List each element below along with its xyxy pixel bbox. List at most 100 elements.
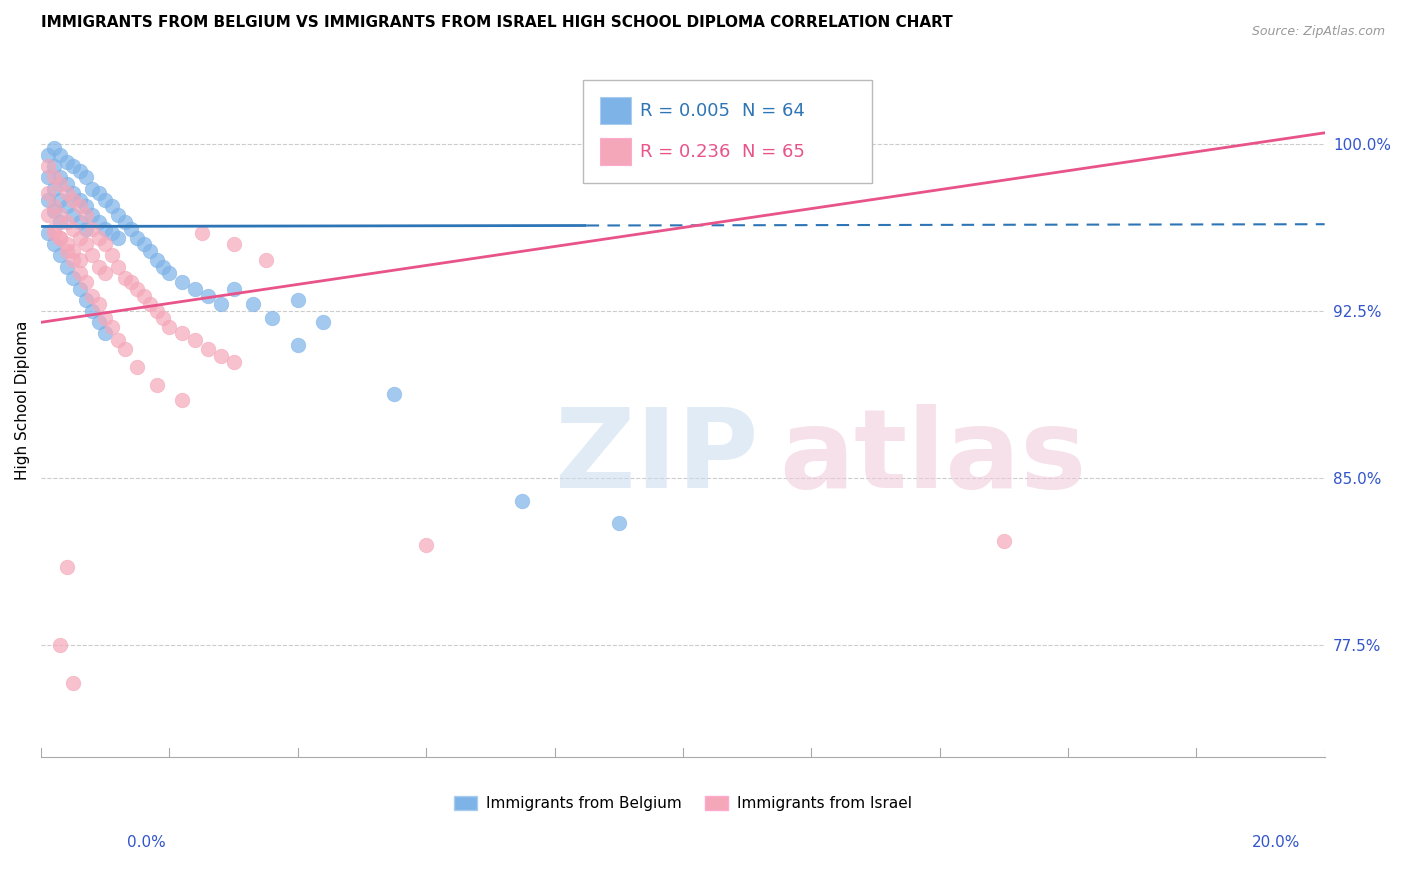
Point	[127, 359, 149, 374]
Point	[49, 639, 72, 653]
Point	[55, 215, 77, 229]
Point	[49, 230, 72, 244]
Text: atlas: atlas	[779, 404, 1087, 511]
Point	[197, 342, 219, 356]
Point	[42, 141, 65, 155]
Text: R = 0.236: R = 0.236	[640, 143, 730, 161]
Point	[49, 248, 72, 262]
Point	[55, 237, 77, 252]
Point	[107, 333, 129, 347]
Point	[159, 266, 181, 280]
Point	[37, 159, 59, 173]
Point	[75, 199, 97, 213]
Point	[209, 297, 232, 311]
Point	[49, 208, 72, 222]
Point	[94, 266, 117, 280]
Point	[37, 226, 59, 240]
Point	[82, 221, 104, 235]
Legend: Immigrants from Belgium, Immigrants from Israel: Immigrants from Belgium, Immigrants from…	[449, 789, 918, 817]
Point	[127, 282, 149, 296]
Point	[382, 386, 405, 401]
Point	[55, 177, 77, 191]
Point	[120, 221, 142, 235]
Point	[120, 275, 142, 289]
Point	[37, 148, 59, 162]
Point	[127, 230, 149, 244]
Point	[82, 181, 104, 195]
Point	[145, 377, 167, 392]
Point	[55, 199, 77, 213]
Point	[100, 248, 122, 262]
Point	[42, 181, 65, 195]
Point	[42, 203, 65, 218]
Point	[145, 252, 167, 267]
Point	[145, 304, 167, 318]
Point	[87, 297, 110, 311]
Point	[287, 337, 309, 351]
Point	[94, 326, 117, 341]
Point	[114, 342, 136, 356]
Point	[197, 288, 219, 302]
Point	[107, 230, 129, 244]
Point	[49, 215, 72, 229]
Point	[222, 282, 245, 296]
Point	[172, 393, 194, 408]
Point	[100, 319, 122, 334]
Point	[242, 297, 264, 311]
Text: ZIP: ZIP	[554, 404, 758, 511]
Point	[49, 230, 72, 244]
Point	[62, 676, 84, 690]
Point	[42, 170, 65, 185]
Point	[75, 170, 97, 185]
Point	[37, 186, 59, 200]
Point	[75, 275, 97, 289]
Point	[82, 208, 104, 222]
Point	[69, 230, 91, 244]
Point	[87, 230, 110, 244]
Point	[62, 208, 84, 222]
Point	[184, 333, 207, 347]
Point	[107, 260, 129, 274]
Point	[132, 237, 155, 252]
Point	[75, 237, 97, 252]
Point	[87, 315, 110, 329]
Point	[62, 193, 84, 207]
Point	[42, 199, 65, 213]
Point	[49, 170, 72, 185]
Point	[152, 260, 174, 274]
Point	[62, 221, 84, 235]
Point	[37, 193, 59, 207]
Text: N = 65: N = 65	[742, 143, 806, 161]
Point	[69, 193, 91, 207]
Point	[62, 186, 84, 200]
Point	[172, 275, 194, 289]
Point	[82, 288, 104, 302]
Point	[607, 516, 630, 530]
Point	[94, 310, 117, 325]
Point	[82, 248, 104, 262]
Point	[42, 221, 65, 235]
Point	[262, 310, 284, 325]
Point	[87, 215, 110, 229]
Point	[55, 560, 77, 574]
Point	[512, 493, 534, 508]
Point	[222, 237, 245, 252]
Point	[152, 310, 174, 325]
Point	[75, 221, 97, 235]
Point	[75, 293, 97, 307]
Point	[159, 319, 181, 334]
Point	[190, 226, 212, 240]
Point	[100, 199, 122, 213]
Text: IMMIGRANTS FROM BELGIUM VS IMMIGRANTS FROM ISRAEL HIGH SCHOOL DIPLOMA CORRELATIO: IMMIGRANTS FROM BELGIUM VS IMMIGRANTS FR…	[41, 15, 953, 30]
Point	[49, 177, 72, 191]
Point	[62, 244, 84, 258]
Point	[132, 288, 155, 302]
Point	[49, 193, 72, 207]
Text: R = 0.005: R = 0.005	[640, 102, 730, 120]
Point	[87, 186, 110, 200]
Point	[75, 208, 97, 222]
Point	[49, 148, 72, 162]
Point	[172, 326, 194, 341]
Text: 20.0%: 20.0%	[1253, 836, 1301, 850]
Point	[94, 237, 117, 252]
